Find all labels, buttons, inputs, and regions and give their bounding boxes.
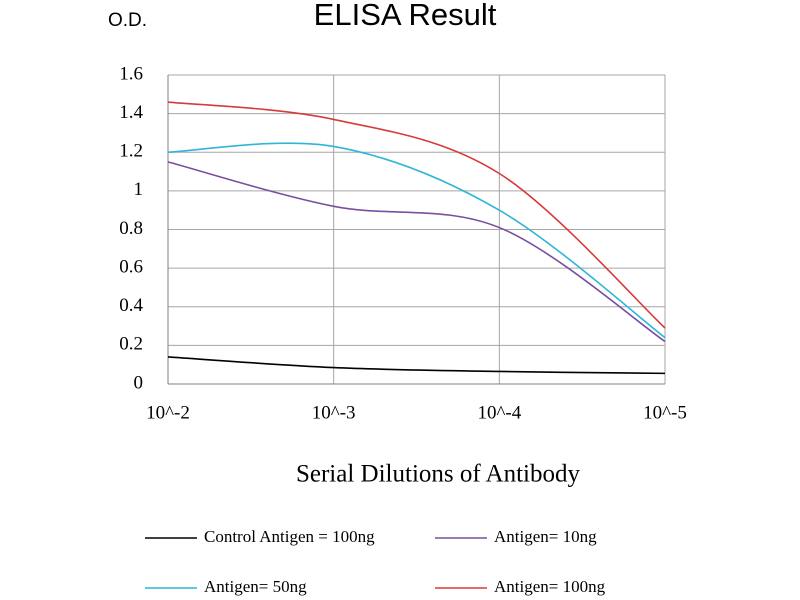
data-line (167, 101, 666, 329)
y-tick-label: 0.8 (119, 218, 143, 239)
data-line (167, 142, 666, 339)
y-tick-label: 1.4 (119, 102, 143, 123)
x-axis-label: Serial Dilutions of Antibody (296, 461, 581, 488)
y-tick-label: 1.6 (119, 63, 143, 84)
y-tick-label: 1.2 (119, 141, 143, 162)
chart-title: ELISA Result (314, 0, 497, 32)
y-tick-label: 1 (134, 179, 144, 200)
y-tick-label: 0 (134, 372, 144, 393)
x-tick-label: 10^-3 (312, 402, 356, 423)
data-line (167, 161, 666, 343)
x-tick-label: 10^-2 (146, 402, 190, 423)
y-tick-label: 0.2 (119, 334, 143, 355)
data-line (167, 356, 666, 375)
x-tick-label: 10^-4 (477, 402, 521, 423)
x-tick-label: 10^-5 (643, 402, 687, 423)
legend-label: Antigen= 50ng (204, 577, 307, 596)
legend-label: Control Antigen = 100ng (204, 527, 375, 546)
legend-label: Antigen= 100ng (494, 577, 606, 596)
y-tick-label: 0.4 (119, 295, 143, 316)
y-tick-label: 0.6 (119, 256, 143, 277)
y-axis-label: O.D. (108, 10, 147, 31)
legend-label: Antigen= 10ng (494, 527, 597, 546)
